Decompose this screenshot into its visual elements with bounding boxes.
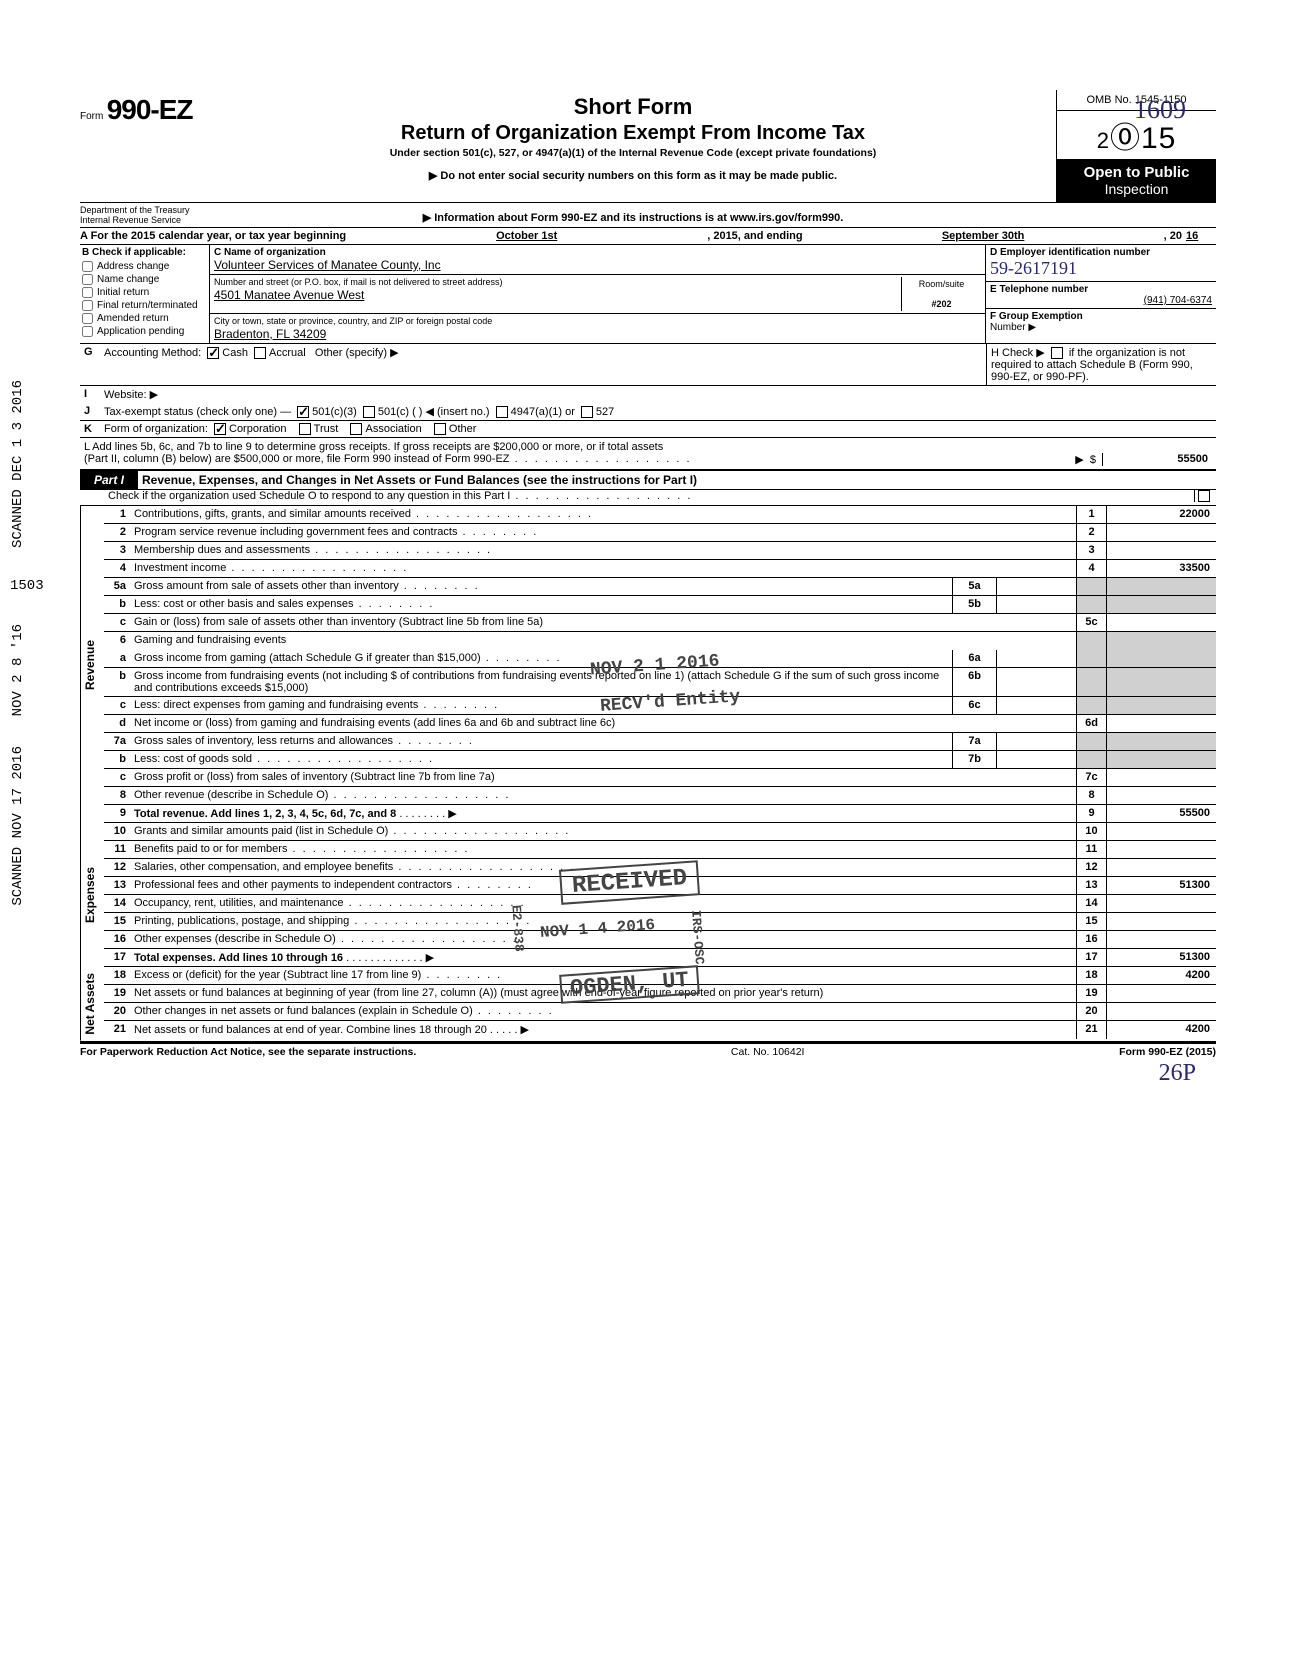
cb-address-change[interactable]: Address change bbox=[80, 260, 209, 273]
cb-association[interactable] bbox=[350, 423, 362, 435]
row-g-h: G Accounting Method: Cash Accrual Other … bbox=[80, 344, 1216, 386]
corner-handwritten-number: 1609 bbox=[1134, 95, 1186, 125]
col-b: B Check if applicable: Address change Na… bbox=[80, 245, 210, 343]
corner-handwritten-2: 26P bbox=[1159, 1060, 1196, 1087]
arrow-line-2: ▶ Information about Form 990-EZ and its … bbox=[210, 203, 1056, 227]
org-name: Volunteer Services of Manatee County, In… bbox=[214, 258, 441, 272]
margin-scanner-notes: SCANNED DEC 1 3 2016 1503 NOV 2 8 '16 SC… bbox=[10, 380, 70, 936]
cb-schedule-o[interactable] bbox=[1198, 490, 1210, 502]
revenue-label: Revenue bbox=[80, 506, 104, 823]
line-12-amt bbox=[1106, 859, 1216, 876]
line-20-amt bbox=[1106, 1003, 1216, 1020]
expenses-label: Expenses bbox=[80, 823, 104, 967]
line-13-amt: 51300 bbox=[1106, 877, 1216, 894]
line-14-amt bbox=[1106, 895, 1216, 912]
line-8-amt bbox=[1106, 787, 1216, 804]
cb-application-pending[interactable]: Application pending bbox=[80, 325, 209, 338]
cb-trust[interactable] bbox=[299, 423, 311, 435]
line-2-amt bbox=[1106, 524, 1216, 541]
gross-receipts: 55500 bbox=[1102, 453, 1212, 466]
col-de: D Employer identification number 59-2617… bbox=[986, 245, 1216, 343]
line-21-amt: 4200 bbox=[1106, 1021, 1216, 1039]
margin-note-4: SCANNED NOV 17 2016 bbox=[10, 746, 26, 906]
tax-year-end-yr: 16 bbox=[1186, 230, 1216, 242]
form-number-cell: Form 990-EZ bbox=[80, 90, 210, 158]
room-suite: Room/suite #202 bbox=[901, 277, 981, 311]
org-address: 4501 Manatee Avenue West bbox=[214, 288, 364, 302]
row-l2: (Part II, column (B) below) are $500,000… bbox=[80, 453, 1216, 471]
footer-left: For Paperwork Reduction Act Notice, see … bbox=[80, 1046, 416, 1058]
line-17-amt: 51300 bbox=[1106, 949, 1216, 966]
margin-note-2: 1503 bbox=[10, 578, 70, 594]
cb-accrual[interactable] bbox=[254, 347, 266, 359]
arrow-line-1: ▶ Do not enter social security numbers o… bbox=[216, 169, 1050, 182]
title-short: Short Form bbox=[216, 94, 1050, 120]
line-18-amt: 4200 bbox=[1106, 967, 1216, 984]
form-number: 990-EZ bbox=[107, 94, 193, 125]
line-11-amt bbox=[1106, 841, 1216, 858]
footer-cat: Cat. No. 10642I bbox=[731, 1046, 805, 1058]
line-4-amt: 33500 bbox=[1106, 560, 1216, 577]
row-l1: L Add lines 5b, 6c, and 7b to line 9 to … bbox=[80, 438, 1216, 453]
title-return: Return of Organization Exempt From Incom… bbox=[216, 122, 1050, 145]
dept-row: Department of the Treasury Internal Reve… bbox=[80, 203, 1216, 228]
line-1-amt: 22000 bbox=[1106, 506, 1216, 523]
open-to-public: Open to Public Inspection bbox=[1057, 160, 1216, 202]
margin-note-1: SCANNED DEC 1 3 2016 bbox=[10, 380, 26, 548]
part-i-header: Part I Revenue, Expenses, and Changes in… bbox=[80, 471, 1216, 490]
part-i-sub: Check if the organization used Schedule … bbox=[80, 490, 1216, 506]
part-i-title: Revenue, Expenses, and Changes in Net As… bbox=[138, 471, 1216, 489]
cb-other[interactable] bbox=[434, 423, 446, 435]
line-7c-amt bbox=[1106, 769, 1216, 786]
row-i: I Website: ▶ bbox=[80, 386, 1216, 403]
form-word: Form bbox=[80, 111, 103, 122]
org-city: Bradenton, FL 34209 bbox=[214, 327, 326, 341]
cb-final-return[interactable]: Final return/terminated bbox=[80, 299, 209, 312]
cb-cash[interactable] bbox=[207, 347, 219, 359]
margin-note-3: NOV 2 8 '16 bbox=[10, 624, 26, 716]
line-10-amt bbox=[1106, 823, 1216, 840]
line-9-amt: 55500 bbox=[1106, 805, 1216, 822]
line-6d-amt bbox=[1106, 715, 1216, 732]
footer-right: Form 990-EZ (2015) bbox=[1119, 1046, 1216, 1058]
part-i-bar: Part I bbox=[80, 471, 138, 489]
form-header: Form 990-EZ Short Form Return of Organiz… bbox=[80, 90, 1216, 203]
row-k: K Form of organization: Corporation Trus… bbox=[80, 421, 1216, 438]
tax-year-begin: October 1st bbox=[350, 230, 703, 242]
row-j: J Tax-exempt status (check only one) — 5… bbox=[80, 403, 1216, 421]
line-16-amt bbox=[1106, 931, 1216, 948]
col-c: C Name of organization Volunteer Service… bbox=[210, 245, 986, 343]
stamp-e2838: E2-838 bbox=[508, 905, 526, 953]
line-5c-amt bbox=[1106, 614, 1216, 631]
line-19-amt bbox=[1106, 985, 1216, 1002]
ein: 59-2617191 bbox=[990, 258, 1077, 278]
cb-501c3[interactable] bbox=[297, 406, 309, 418]
net-assets-label: Net Assets bbox=[80, 967, 104, 1041]
title-cell: Short Form Return of Organization Exempt… bbox=[210, 90, 1056, 186]
page-footer: For Paperwork Reduction Act Notice, see … bbox=[80, 1043, 1216, 1060]
cb-527[interactable] bbox=[581, 406, 593, 418]
cb-4947[interactable] bbox=[496, 406, 508, 418]
dept-cell: Department of the Treasury Internal Reve… bbox=[80, 203, 210, 227]
line-15-amt bbox=[1106, 913, 1216, 930]
telephone: (941) 704-6374 bbox=[990, 295, 1212, 306]
block-bcdef: B Check if applicable: Address change Na… bbox=[80, 245, 1216, 344]
cb-schedule-b[interactable] bbox=[1051, 347, 1063, 359]
line-a: A For the 2015 calendar year, or tax yea… bbox=[80, 228, 1216, 245]
cb-name-change[interactable]: Name change bbox=[80, 273, 209, 286]
cb-amended[interactable]: Amended return bbox=[80, 312, 209, 325]
title-under: Under section 501(c), 527, or 4947(a)(1)… bbox=[216, 147, 1050, 159]
cb-initial-return[interactable]: Initial return bbox=[80, 286, 209, 299]
row-h: H Check ▶ if the organization is not req… bbox=[986, 344, 1216, 385]
line-3-amt bbox=[1106, 542, 1216, 559]
cb-corporation[interactable] bbox=[214, 423, 226, 435]
tax-year-end: September 30th bbox=[807, 230, 1160, 242]
cb-501c[interactable] bbox=[363, 406, 375, 418]
